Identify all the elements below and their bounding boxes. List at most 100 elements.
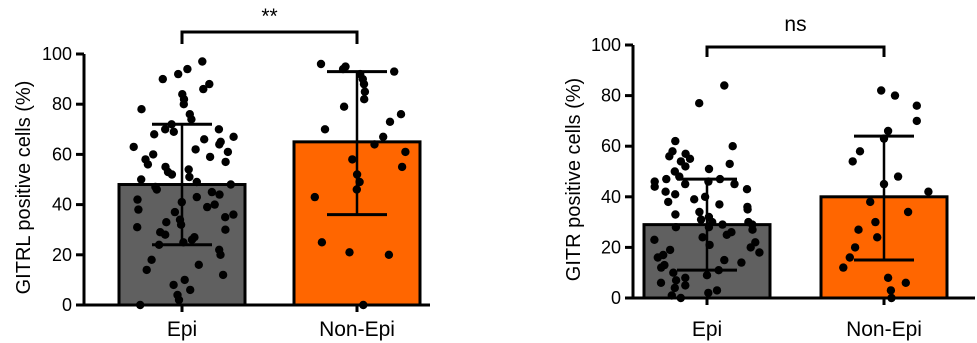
- data-point: [725, 159, 734, 169]
- data-point: [685, 154, 695, 163]
- data-point: [187, 115, 196, 124]
- y-tick-label: 100: [591, 35, 621, 55]
- data-point: [650, 182, 659, 191]
- data-point: [671, 223, 681, 232]
- data-point: [665, 152, 674, 161]
- data-point: [179, 100, 188, 109]
- x-tick-label: Epi: [692, 318, 722, 341]
- data-point: [650, 235, 659, 244]
- data-point: [185, 172, 194, 182]
- data-point: [316, 59, 326, 69]
- data-point: [199, 84, 208, 94]
- data-point: [866, 197, 875, 207]
- data-point: [671, 136, 680, 146]
- data-point: [671, 276, 681, 285]
- data-point: [192, 192, 201, 202]
- chart-panel-2: 0 20 40 60 80 100 Epi Non-Epi GITR positive cell…: [563, 13, 975, 341]
- data-point: [728, 142, 737, 151]
- data-point: [912, 116, 921, 126]
- data-point: [671, 210, 680, 219]
- data-point: [147, 255, 156, 264]
- data-point: [152, 185, 161, 194]
- data-point: [169, 280, 178, 290]
- data-point: [873, 233, 882, 242]
- data-point: [893, 172, 903, 181]
- data-point: [712, 286, 722, 295]
- data-point: [348, 155, 357, 164]
- data-point: [203, 202, 212, 212]
- significance-bracket: [705, 45, 886, 57]
- data-point: [883, 273, 893, 282]
- chart-panel-1: 0 20 40 60 80 100 Epi Non-Epi GITRL positive cel…: [13, 5, 430, 341]
- data-point: [384, 250, 394, 259]
- data-point: [681, 273, 690, 282]
- y-tick-label: 60: [52, 144, 72, 164]
- data-point: [696, 215, 706, 224]
- x-tick-label: Non-Epi: [319, 318, 395, 341]
- data-point: [690, 195, 699, 204]
- data-point: [143, 160, 153, 169]
- data-point: [839, 263, 848, 272]
- data-point: [161, 125, 170, 134]
- y-tick-label: 0: [62, 295, 72, 315]
- data-point: [704, 288, 713, 298]
- data-point: [720, 255, 729, 265]
- data-point: [169, 127, 178, 136]
- data-point: [187, 235, 197, 244]
- data-point: [133, 195, 142, 204]
- data-point: [359, 79, 369, 89]
- data-point: [669, 268, 678, 277]
- data-point: [746, 243, 755, 252]
- data-point: [720, 81, 729, 90]
- data-point: [730, 179, 739, 189]
- data-point: [702, 271, 712, 280]
- data-point: [134, 205, 143, 214]
- data-point: [194, 260, 203, 269]
- significance-label: ns: [784, 13, 806, 36]
- data-point: [397, 162, 407, 172]
- x-tick-label: Epi: [167, 318, 197, 341]
- data-point: [845, 253, 854, 262]
- data-point: [912, 101, 921, 110]
- data-point: [360, 87, 370, 96]
- data-point: [198, 57, 207, 66]
- data-point: [192, 177, 201, 187]
- y-tick-label: 100: [42, 44, 72, 64]
- data-point: [207, 187, 217, 197]
- data-point: [401, 147, 410, 157]
- data-point: [664, 197, 673, 207]
- data-point: [223, 147, 233, 157]
- data-point: [215, 190, 224, 199]
- data-point: [662, 174, 671, 184]
- data-point: [670, 283, 679, 293]
- data-point: [170, 207, 180, 217]
- data-point: [216, 250, 225, 259]
- data-point: [656, 278, 666, 287]
- data-point: [390, 67, 399, 76]
- data-point: [718, 220, 727, 229]
- data-point: [191, 145, 200, 154]
- data-point: [218, 270, 228, 280]
- data-point: [743, 205, 752, 214]
- data-point: [229, 132, 238, 141]
- data-point: [681, 162, 690, 171]
- data-point: [167, 170, 177, 179]
- data-point: [184, 165, 193, 174]
- data-point: [215, 140, 224, 149]
- y-tick-label: 20: [601, 237, 621, 257]
- data-point: [903, 207, 913, 217]
- y-tick-label: 40: [601, 187, 621, 207]
- data-point: [850, 243, 860, 252]
- y-axis-title: GITR positive cells (%): [563, 78, 585, 281]
- data-point: [665, 245, 675, 255]
- data-point: [174, 295, 184, 305]
- data-point: [200, 135, 209, 144]
- data-point: [748, 225, 757, 234]
- data-point: [722, 230, 731, 239]
- data-point: [848, 157, 857, 166]
- data-point: [174, 69, 183, 79]
- data-point: [180, 275, 189, 285]
- data-point: [137, 175, 146, 184]
- data-point: [883, 126, 893, 136]
- data-point: [924, 187, 933, 196]
